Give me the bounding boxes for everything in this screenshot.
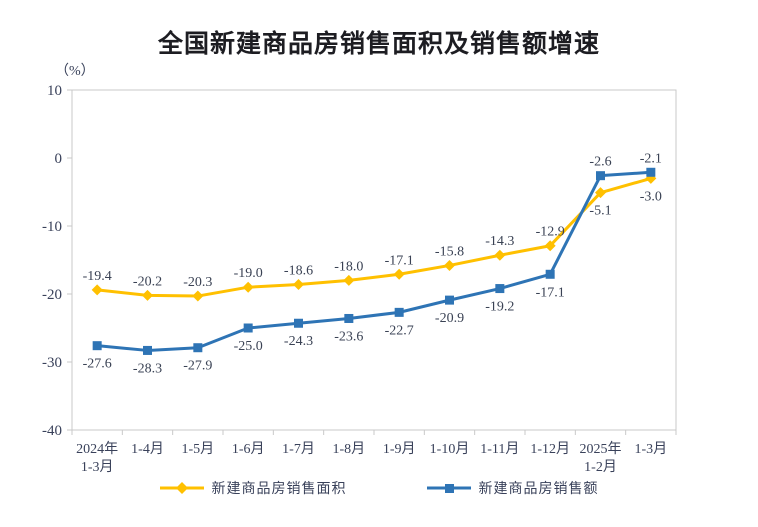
data-point-marker [444, 259, 455, 271]
x-axis-label: 1-6月 [232, 441, 265, 457]
data-point-marker [294, 318, 303, 328]
data-label: -2.6 [589, 155, 611, 170]
data-point-marker [394, 307, 404, 317]
data-label: -22.7 [385, 323, 414, 338]
legend-marker-sales-amount [426, 484, 471, 493]
data-label: -12.9 [536, 225, 565, 240]
series-line [97, 176, 652, 298]
data-label: -27.9 [183, 359, 212, 374]
x-axis-label: 1-8月 [332, 441, 365, 457]
plot-border [71, 89, 677, 431]
x-axis-label: 1-12月 [530, 441, 570, 457]
data-label: -28.3 [133, 361, 162, 376]
data-label: -3.0 [640, 189, 662, 204]
data-point-marker [393, 268, 405, 280]
x-axis-label: 1-3月 [634, 441, 667, 457]
data-point-marker [495, 284, 505, 294]
x-axis-label: 1-7月 [282, 441, 315, 457]
data-label: -23.6 [334, 329, 363, 344]
data-point-marker [596, 171, 605, 181]
legend-item-sales-area: 新建商品房销售面积 [159, 478, 347, 498]
legend-label-sales-area: 新建商品房销售面积 [211, 482, 347, 497]
data-point-marker [445, 295, 454, 305]
x-axis-label: 1-10月 [430, 441, 470, 457]
data-label: -27.6 [83, 357, 112, 372]
data-label: -20.3 [183, 275, 212, 290]
data-label: -5.1 [589, 204, 611, 219]
data-point-marker [143, 345, 152, 355]
data-point-marker [142, 289, 153, 301]
data-label: -24.3 [284, 334, 313, 349]
x-axis-label: 1-9月 [383, 441, 416, 457]
x-axis-label: 1-11月 [480, 441, 519, 457]
data-label: -17.1 [385, 253, 414, 268]
y-axis-label: -10 [42, 219, 62, 235]
data-point-marker [595, 187, 606, 199]
data-label: -25.0 [234, 339, 263, 354]
data-label: -15.8 [435, 244, 464, 259]
y-axis-label: 10 [47, 83, 62, 99]
data-point-marker [646, 167, 656, 177]
chart-title: 全国新建商品房销售面积及销售额增速 [157, 30, 600, 58]
data-point-marker [92, 341, 102, 351]
data-label: -20.9 [435, 311, 464, 326]
data-label: -19.4 [83, 269, 112, 284]
data-label: -19.0 [234, 266, 263, 281]
x-axis-label: 1-5月 [181, 441, 214, 457]
y-axis-label: -40 [42, 423, 62, 439]
data-point-marker [91, 284, 103, 296]
y-axis-label: -30 [42, 355, 62, 371]
x-axis-label: 2024年 1-3月 [76, 441, 118, 475]
series-line [97, 170, 651, 352]
legend-label-sales-amount: 新建商品房销售额 [478, 482, 599, 497]
legend-marker-sales-area [159, 482, 204, 494]
chart-legend: 新建商品房销售面积 新建商品房销售额 [0, 478, 758, 498]
data-point-marker [293, 278, 304, 290]
data-label: -19.2 [485, 300, 514, 315]
y-axis-label: 0 [55, 151, 63, 167]
data-label: -18.6 [284, 263, 313, 278]
data-label: -14.3 [485, 234, 514, 249]
y-axis-unit-label: （%） [55, 64, 95, 79]
data-point-marker [344, 313, 354, 323]
data-label: -17.1 [536, 285, 565, 300]
y-axis-label: -20 [42, 287, 62, 303]
data-point-marker [544, 240, 556, 252]
x-axis-label: 2025年 1-2月 [580, 441, 622, 475]
data-label: -20.2 [133, 274, 162, 289]
data-point-marker [243, 323, 253, 333]
x-axis-label: 1-4月 [131, 441, 164, 457]
data-point-marker [193, 343, 203, 353]
data-label: -2.1 [640, 151, 662, 166]
data-point-marker [545, 269, 555, 279]
legend-item-sales-amount: 新建商品房销售额 [426, 478, 599, 498]
data-point-marker [192, 290, 204, 302]
data-point-marker [343, 274, 355, 286]
data-label: -18.0 [334, 259, 363, 274]
data-point-marker [242, 281, 254, 293]
data-point-marker [494, 249, 506, 261]
